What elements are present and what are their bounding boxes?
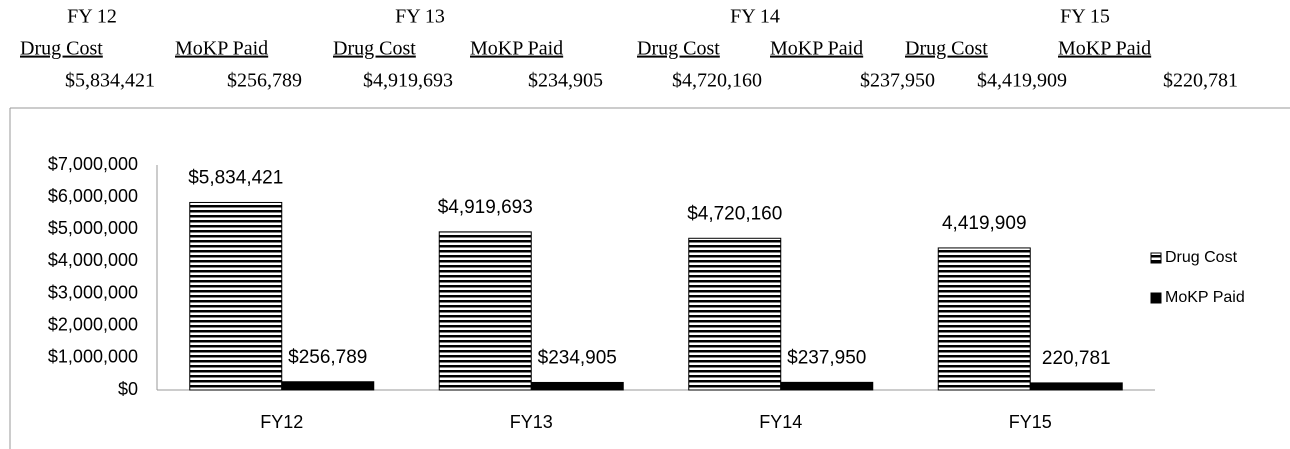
data-label: $4,919,693: [438, 197, 533, 218]
data-label: $4,720,160: [687, 203, 782, 224]
legend-label: Drug Cost: [1165, 249, 1238, 266]
bar: [688, 237, 782, 391]
data-label: 4,419,909: [942, 213, 1027, 234]
data-label: 220,781: [1042, 348, 1111, 369]
cell-value: $4,720,160: [672, 70, 762, 92]
y-tick-label: $7,000,000: [48, 154, 138, 174]
y-tick-label: $3,000,000: [48, 282, 138, 302]
y-tick-label: $0: [118, 379, 138, 399]
legend-swatch: [1150, 292, 1162, 304]
legend-swatch: [1150, 252, 1162, 264]
year: FY 15: [1060, 6, 1110, 28]
cell-value: $234,905: [528, 70, 603, 92]
column-label: MoKP Paid: [1058, 38, 1151, 60]
cell-value: $220,781: [1163, 70, 1238, 92]
header: FY 12 FY 13 FY 14 FY 15 Drug Cost MoKP P…: [20, 6, 1238, 92]
x-tick-label: FY15: [1009, 412, 1052, 432]
column-label: Drug Cost: [333, 38, 416, 60]
cell-value: $5,834,421: [65, 70, 155, 92]
y-tick-label: $5,000,000: [48, 218, 138, 238]
bar: [780, 381, 874, 391]
x-tick-label: FY13: [510, 412, 553, 432]
column-label: Drug Cost: [20, 38, 103, 60]
legend-label: MoKP Paid: [1165, 289, 1245, 306]
bar: [189, 201, 283, 391]
column-label: Drug Cost: [637, 38, 720, 60]
bar: [281, 381, 375, 391]
data-label: $5,834,421: [188, 167, 283, 188]
x-tick-label: FY12: [260, 412, 303, 432]
column-label: MoKP Paid: [175, 38, 268, 60]
y-tick-label: $1,000,000: [48, 347, 138, 367]
x-tick-label: FY14: [759, 412, 802, 432]
cell-value: $237,950: [860, 70, 935, 92]
year: FY 14: [730, 6, 780, 28]
cell-value: $4,419,909: [977, 70, 1067, 92]
bar: [1029, 382, 1123, 391]
cell-value: $4,919,693: [363, 70, 453, 92]
bar: [438, 231, 532, 391]
year: FY 12: [67, 6, 117, 28]
bar: [530, 381, 624, 391]
column-label: MoKP Paid: [770, 38, 863, 60]
column-label: MoKP Paid: [470, 38, 563, 60]
data-label: $234,905: [538, 347, 617, 368]
y-tick-label: $4,000,000: [48, 250, 138, 270]
bar: [937, 247, 1031, 391]
y-tick-label: $2,000,000: [48, 314, 138, 334]
data-label: $256,789: [288, 347, 367, 368]
cell-value: $256,789: [227, 70, 302, 92]
year: FY 13: [395, 6, 445, 28]
data-label: $237,950: [787, 347, 866, 368]
y-tick-label: $6,000,000: [48, 186, 138, 206]
column-label: Drug Cost: [905, 38, 988, 60]
